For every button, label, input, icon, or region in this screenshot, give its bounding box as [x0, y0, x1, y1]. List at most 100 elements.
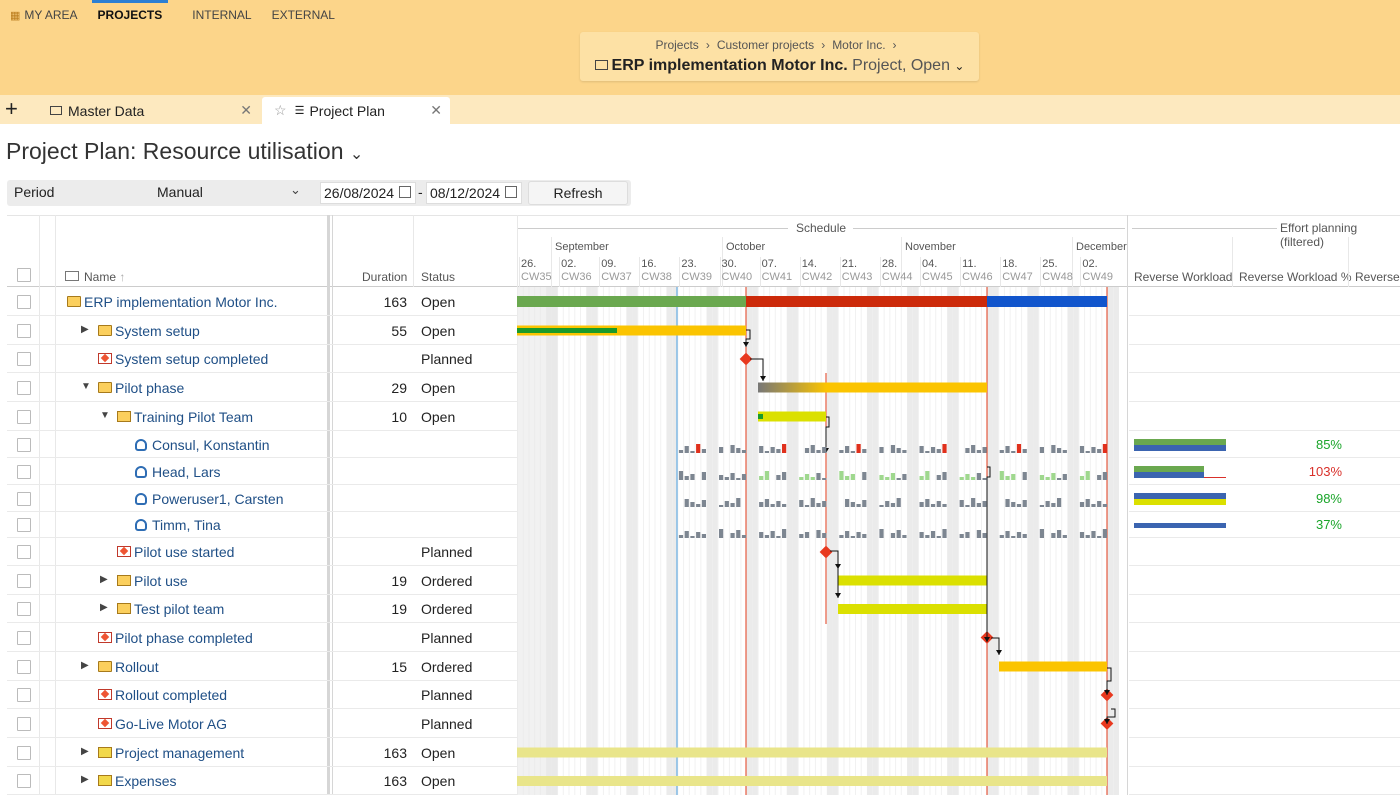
weekend-shade[interactable]	[672, 287, 678, 795]
utilisation-bar[interactable]	[1062, 535, 1067, 538]
add-tab-button[interactable]: +	[5, 96, 18, 121]
row-name[interactable]: Pilot phase	[115, 379, 185, 396]
utilisation-bar[interactable]	[902, 474, 907, 480]
weekend-shade[interactable]	[712, 287, 718, 795]
utilisation-bar[interactable]	[925, 471, 930, 480]
utilisation-bar[interactable]	[701, 500, 707, 507]
utilisation-bar[interactable]	[730, 533, 735, 538]
utilisation-bar[interactable]	[822, 447, 827, 453]
utilisation-bar[interactable]	[770, 447, 775, 453]
collapse-toggle[interactable]: ▼	[100, 409, 110, 421]
table-row[interactable]: ▶ Expenses 163 Open	[7, 767, 517, 795]
weekend-shade[interactable]	[826, 287, 833, 795]
weekend-shade[interactable]	[586, 287, 592, 795]
row-checkbox[interactable]	[17, 437, 31, 452]
utilisation-bar[interactable]	[919, 502, 924, 507]
utilisation-bar[interactable]	[741, 535, 747, 538]
utilisation-bar[interactable]	[942, 529, 947, 538]
utilisation-bar[interactable]	[959, 534, 964, 538]
utilisation-bar[interactable]	[678, 535, 684, 538]
weekend-shade[interactable]	[1067, 287, 1074, 795]
utilisation-bar[interactable]	[976, 530, 981, 538]
collapse-toggle[interactable]: ▼	[81, 380, 91, 392]
row-name[interactable]: System setup completed	[115, 351, 269, 367]
utilisation-bar[interactable]	[839, 450, 844, 453]
utilisation-bar[interactable]	[684, 531, 689, 538]
utilisation-bar[interactable]	[696, 532, 701, 538]
breadcrumb-item[interactable]: Motor Inc.	[832, 38, 886, 52]
utilisation-bar[interactable]	[971, 477, 976, 480]
weekend-shade[interactable]	[992, 287, 999, 795]
weekend-shade[interactable]	[1107, 287, 1114, 795]
utilisation-bar[interactable]	[919, 446, 924, 453]
utilisation-bar[interactable]	[804, 448, 810, 453]
utilisation-bar[interactable]	[719, 475, 724, 480]
utilisation-bar[interactable]	[1005, 476, 1010, 480]
utilisation-bar[interactable]	[965, 505, 970, 507]
row-name[interactable]: Pilot use started	[134, 544, 235, 560]
duration-column-header[interactable]: Duration	[362, 270, 408, 284]
recurring-bar[interactable]	[517, 776, 1107, 786]
utilisation-bar[interactable]	[879, 447, 884, 453]
utilisation-bar[interactable]	[804, 505, 810, 507]
summary-bar[interactable]	[987, 296, 1107, 307]
row-name[interactable]: Training Pilot Team	[134, 408, 254, 425]
dependency-arrowhead[interactable]	[996, 650, 1002, 655]
row-checkbox[interactable]	[17, 545, 31, 559]
utilisation-bar[interactable]	[1056, 448, 1062, 453]
pre-period-shade[interactable]	[517, 287, 558, 795]
utilisation-bar[interactable]	[822, 501, 827, 507]
utilisation-bar[interactable]	[724, 501, 729, 507]
utilisation-bar[interactable]	[799, 534, 804, 538]
utilisation-bar[interactable]	[816, 503, 821, 507]
row-checkbox[interactable]	[17, 518, 31, 532]
utilisation-bar[interactable]	[959, 477, 964, 480]
utilisation-bar[interactable]	[976, 450, 981, 453]
utilisation-bar[interactable]	[845, 446, 850, 453]
utilisation-bar[interactable]	[684, 446, 689, 453]
utilisation-bar[interactable]	[925, 535, 930, 538]
utilisation-bar[interactable]	[919, 476, 924, 480]
utilisation-bar[interactable]	[684, 476, 689, 480]
utilisation-bar[interactable]	[919, 532, 924, 538]
utilisation-bar[interactable]	[930, 447, 936, 453]
utilisation-bar[interactable]	[850, 536, 855, 538]
row-checkbox[interactable]	[17, 573, 31, 588]
name-column-header[interactable]: Name ↑	[65, 270, 125, 284]
dependency-arrowhead[interactable]	[1104, 690, 1110, 695]
utilisation-bar[interactable]	[982, 447, 987, 453]
reverse-workload-header[interactable]: Reverse Workload	[1134, 270, 1233, 284]
table-row[interactable]: ▶ Project management 163 Open	[7, 738, 517, 767]
utilisation-bar[interactable]	[799, 500, 804, 507]
table-row[interactable]: Rollout completed Planned	[7, 681, 517, 709]
expand-toggle[interactable]: ▶	[100, 602, 108, 613]
close-icon[interactable]: ✕	[430, 102, 442, 118]
weekend-shade[interactable]	[832, 287, 839, 795]
weekend-shade[interactable]	[866, 287, 873, 795]
utilisation-bar[interactable]	[730, 445, 735, 453]
row-name[interactable]: Pilot use	[134, 572, 188, 589]
utilisation-bar[interactable]	[696, 444, 701, 453]
row-checkbox[interactable]	[17, 716, 31, 731]
row-checkbox[interactable]	[17, 745, 31, 760]
utilisation-bar[interactable]	[982, 501, 987, 507]
table-row[interactable]: ▼ Pilot phase 29 Open	[7, 373, 517, 402]
utilisation-bar[interactable]	[816, 473, 821, 480]
utilisation-bar[interactable]	[810, 498, 815, 507]
row-name[interactable]: Head, Lars	[152, 463, 221, 480]
task-bar[interactable]	[758, 382, 987, 393]
weekend-shade[interactable]	[786, 287, 793, 795]
utilisation-bar[interactable]	[1097, 475, 1102, 480]
utilisation-bar[interactable]	[1005, 446, 1010, 453]
utilisation-bar[interactable]	[1056, 530, 1062, 538]
weekend-shade[interactable]	[792, 287, 799, 795]
dependency-line[interactable]	[1106, 667, 1112, 695]
status-column-header[interactable]: Status	[421, 270, 456, 284]
utilisation-bar[interactable]	[890, 445, 896, 453]
weekend-shade[interactable]	[952, 287, 959, 795]
utilisation-bar[interactable]	[736, 478, 741, 480]
period-select[interactable]: Manual	[157, 184, 203, 200]
utilisation-bar[interactable]	[724, 477, 729, 480]
utilisation-bar[interactable]	[678, 450, 684, 453]
reverse-workload-pct-header[interactable]: Reverse Workload %	[1239, 270, 1352, 284]
